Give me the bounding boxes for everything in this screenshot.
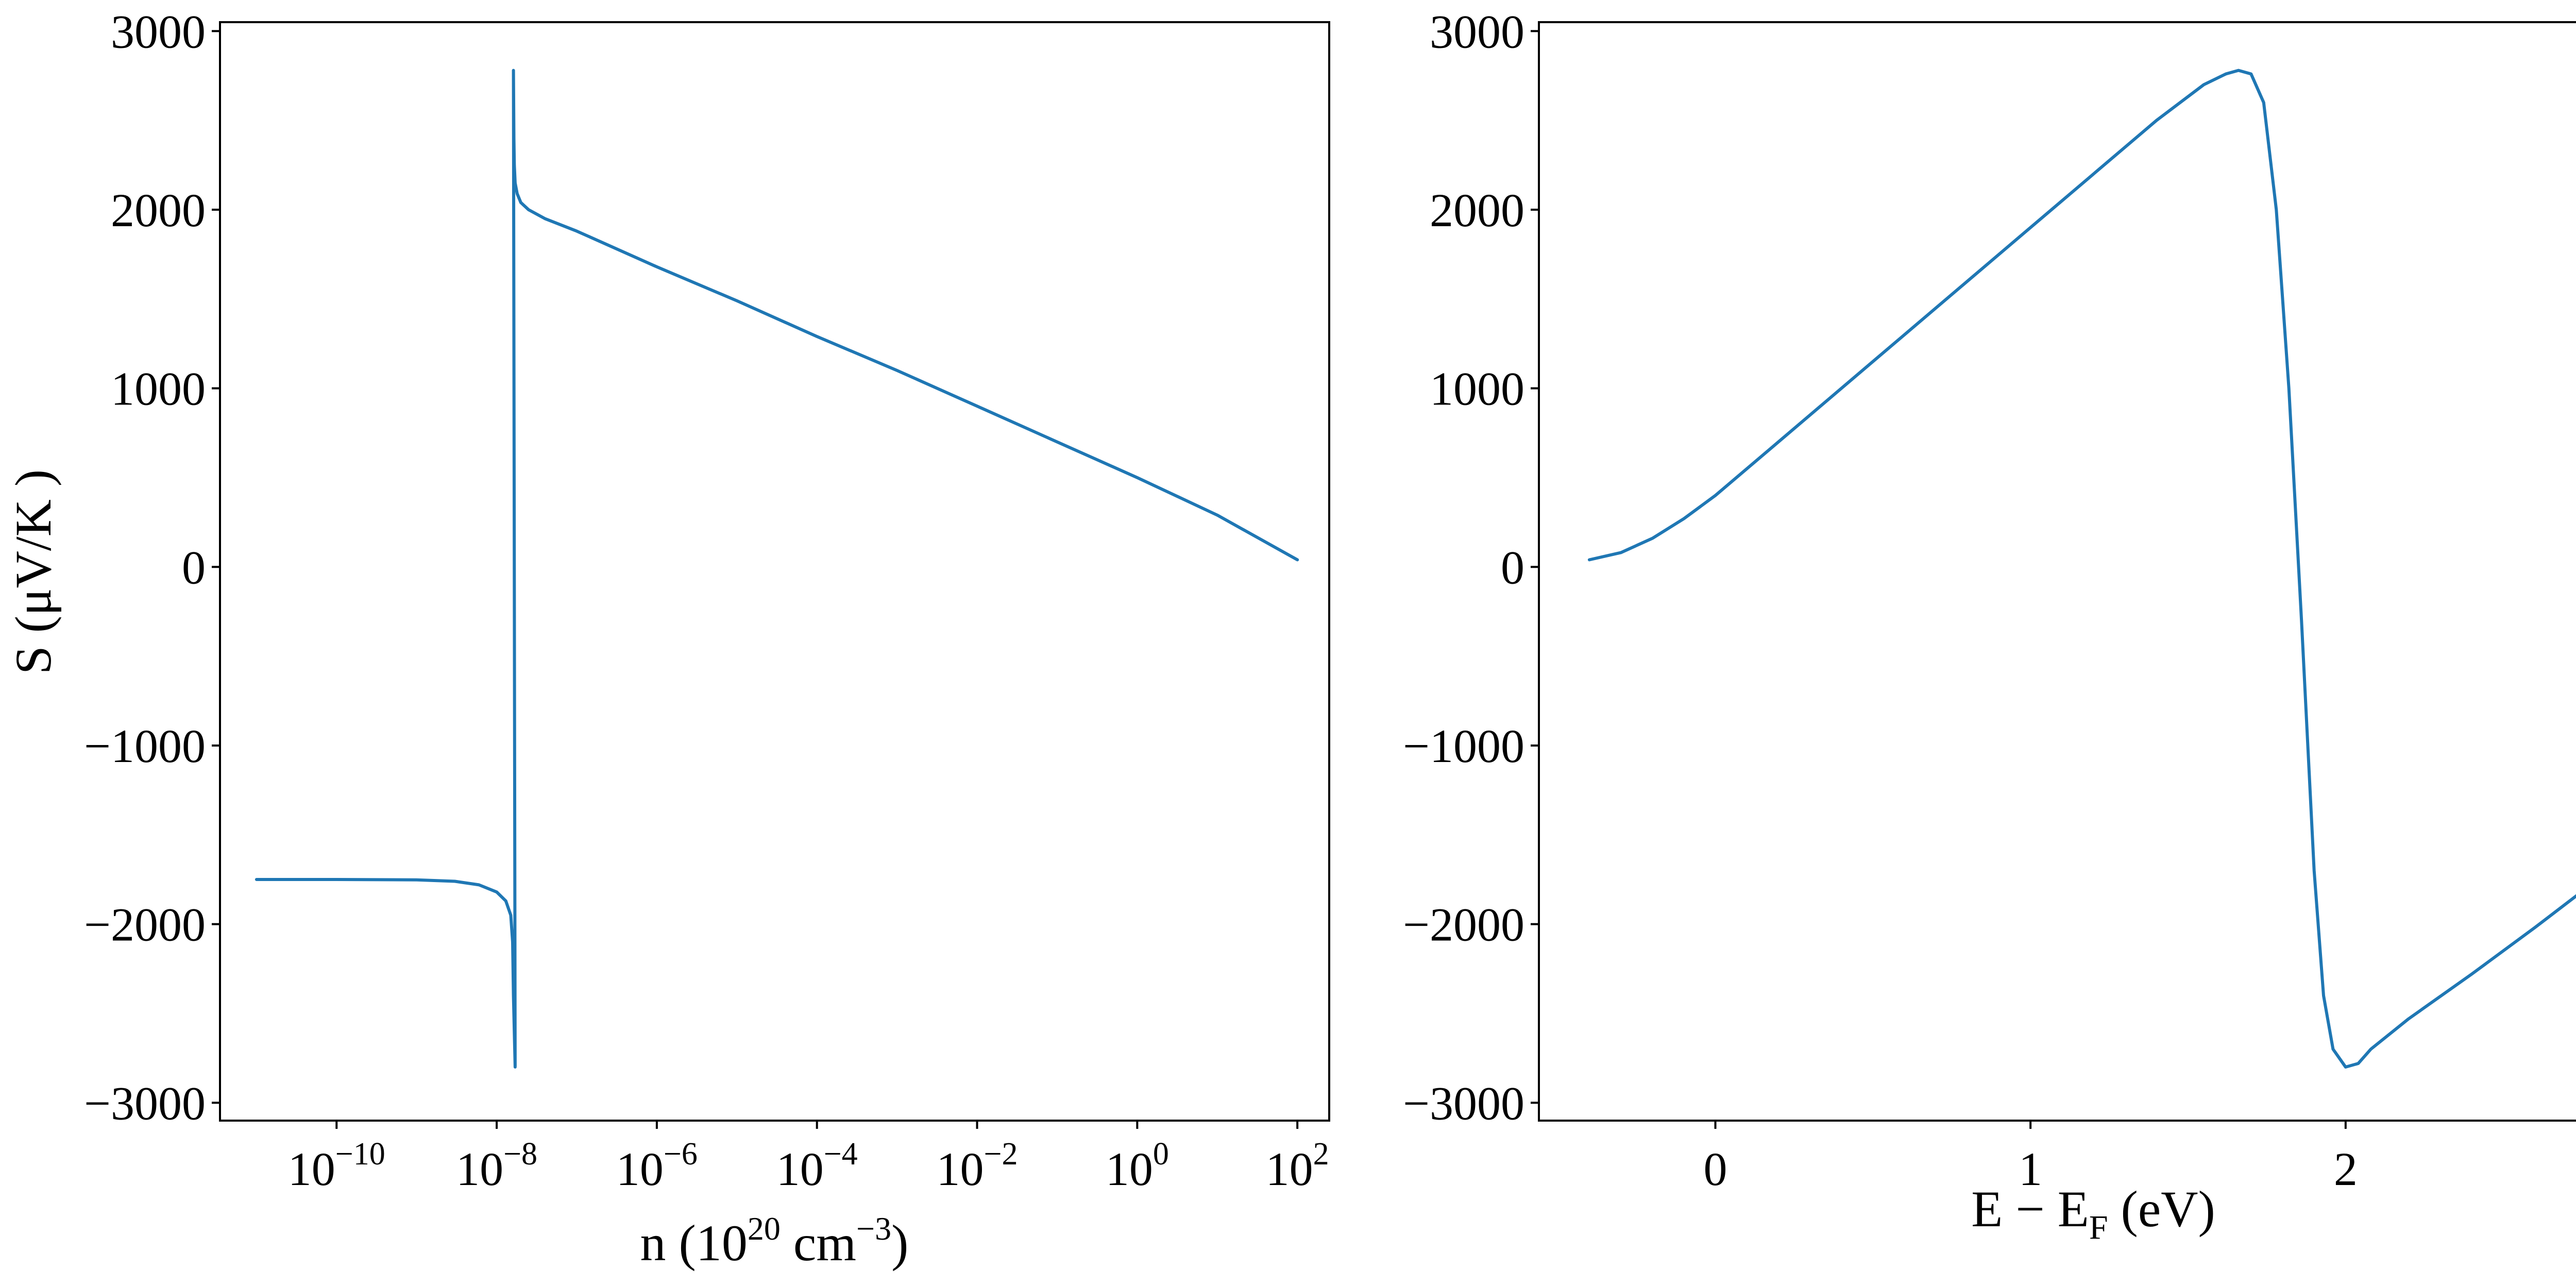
left-xtick-exp-1: −8 xyxy=(503,1137,537,1172)
right-panel-seebeck-vs-energy: 3000 2000 1000 0 −1000 −2000 −3000 0 1 2 E − EF … xyxy=(1403,5,2576,1246)
left-x-label-exp2: −3 xyxy=(856,1210,891,1247)
left-y-axis-label: S (μV/K ) xyxy=(5,469,62,674)
left-x-label-end: ) xyxy=(891,1214,908,1272)
right-ytick-label-0: 3000 xyxy=(1430,5,1524,58)
left-x-label-exp1: 20 xyxy=(748,1210,781,1247)
right-ytick-label-6: −3000 xyxy=(1403,1077,1524,1129)
right-x-axis-ticks: 0 1 2 xyxy=(1704,1121,2358,1195)
left-xtick-base-1: 10 xyxy=(456,1143,503,1195)
left-xtick-exp-5: 0 xyxy=(1153,1137,1169,1172)
right-ytick-label-4: −1000 xyxy=(1403,720,1524,772)
left-ytick-label-6: −3000 xyxy=(84,1077,206,1129)
left-xtick-label-5: 100 xyxy=(1106,1137,1169,1195)
left-xtick-label-4: 10−2 xyxy=(937,1137,1018,1195)
right-plot-frame xyxy=(1538,21,2576,1122)
right-ytick-label-5: −2000 xyxy=(1403,899,1524,951)
left-x-label-mid: cm xyxy=(781,1214,856,1272)
left-xtick-exp-6: 2 xyxy=(1313,1137,1329,1172)
left-x-label-base: n (10 xyxy=(640,1214,748,1272)
left-xtick-exp-3: −4 xyxy=(824,1137,858,1172)
right-series-line-0 xyxy=(1587,69,2576,1069)
right-xtick-label-2: 2 xyxy=(2334,1143,2358,1195)
left-xtick-label-2: 10−6 xyxy=(616,1137,698,1195)
left-xtick-base-3: 10 xyxy=(776,1143,824,1195)
right-y-axis-ticks: 3000 2000 1000 0 −1000 −2000 −3000 xyxy=(1403,5,1539,1129)
left-ytick-label-3: 0 xyxy=(182,541,206,594)
left-xtick-base-6: 10 xyxy=(1266,1143,1313,1195)
left-series-line-0 xyxy=(255,69,1299,1069)
left-xtick-label-3: 10−4 xyxy=(776,1137,858,1195)
right-ytick-label-3: 0 xyxy=(1501,541,1524,594)
left-xtick-base-2: 10 xyxy=(616,1143,664,1195)
left-x-axis-label: n (1020 cm−3) xyxy=(640,1210,909,1272)
left-ytick-label-0: 3000 xyxy=(111,5,206,58)
left-ytick-label-2: 1000 xyxy=(111,363,206,415)
left-xtick-label-6: 102 xyxy=(1266,1137,1329,1195)
left-xtick-base-0: 10 xyxy=(288,1143,335,1195)
left-xtick-label-1: 10−8 xyxy=(456,1137,537,1195)
left-ytick-label-4: −1000 xyxy=(84,720,206,772)
left-xtick-exp-0: −10 xyxy=(335,1137,385,1172)
left-y-axis-ticks: 3000 2000 1000 0 −1000 −2000 −3000 xyxy=(84,5,220,1129)
left-xtick-base-4: 10 xyxy=(937,1143,984,1195)
left-xtick-exp-2: −6 xyxy=(664,1137,698,1172)
left-xtick-label-0: 10−10 xyxy=(288,1137,385,1195)
right-series-layer xyxy=(1587,69,2576,1069)
left-ytick-label-5: −2000 xyxy=(84,899,206,951)
left-plot-frame xyxy=(219,21,1330,1122)
right-x-label-pre: E − E xyxy=(1971,1180,2089,1238)
right-ytick-label-2: 1000 xyxy=(1430,363,1524,415)
left-xtick-exp-4: −2 xyxy=(984,1137,1018,1172)
right-x-axis-label: E − EF (eV) xyxy=(1971,1180,2215,1246)
right-xtick-label-0: 0 xyxy=(1704,1143,1727,1195)
right-ytick-label-1: 2000 xyxy=(1430,184,1524,236)
left-xtick-base-5: 10 xyxy=(1106,1143,1153,1195)
right-x-label-sub: F xyxy=(2089,1209,2108,1246)
left-series-layer xyxy=(255,69,1299,1069)
right-x-label-post: (eV) xyxy=(2108,1180,2215,1238)
left-x-axis-ticks: 10−10 10−8 10−6 10−4 10−2 100 102 xyxy=(288,1121,1329,1195)
left-ytick-label-1: 2000 xyxy=(111,184,206,236)
right-xtick-label-1: 1 xyxy=(2019,1143,2042,1195)
